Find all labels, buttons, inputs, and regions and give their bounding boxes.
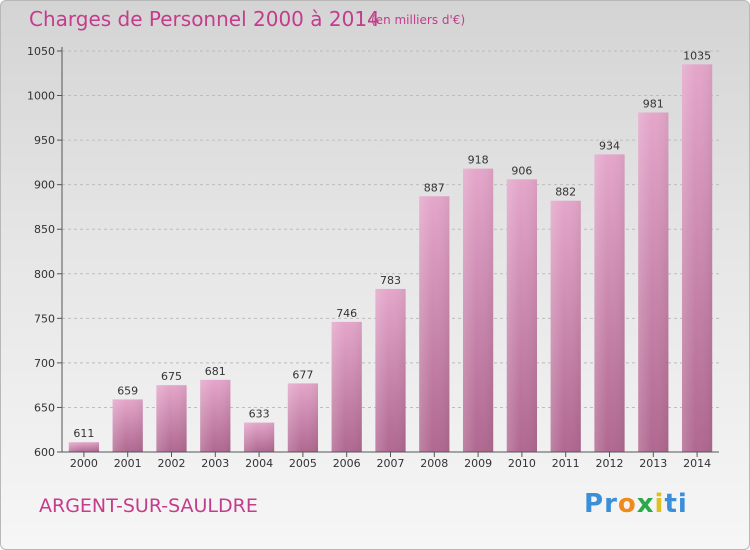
- data-label: 681: [205, 365, 226, 378]
- chart-title: Charges de Personnel 2000 à 2014: [29, 7, 380, 31]
- x-tick-label: 2013: [639, 457, 667, 470]
- logo-letter: P: [584, 489, 605, 519]
- x-tick-label: 2003: [201, 457, 229, 470]
- data-label: 746: [336, 307, 357, 320]
- data-label: 981: [643, 97, 664, 110]
- logo-letter: i: [677, 489, 688, 519]
- axes: 600 650 700 750 800 850 900 950 1000 1050 2000 2001…: [27, 45, 719, 470]
- data-label: 675: [161, 370, 182, 383]
- y-tick-label: 950: [34, 134, 55, 147]
- x-tick-label: 2009: [464, 457, 492, 470]
- data-label: 633: [249, 408, 270, 421]
- data-label: 677: [292, 368, 313, 381]
- data-label: 887: [424, 181, 445, 194]
- x-tick-label: 2007: [377, 457, 405, 470]
- y-tick-label: 650: [34, 401, 55, 414]
- x-tick-label: 2001: [114, 457, 142, 470]
- x-tick-label: 2008: [420, 457, 448, 470]
- x-tick-label: 2010: [508, 457, 536, 470]
- x-tick-label: 2005: [289, 457, 317, 470]
- data-label: 906: [511, 164, 532, 177]
- bar-shine: [506, 179, 538, 452]
- bar-shine: [462, 168, 494, 453]
- data-label: 918: [468, 154, 489, 167]
- town-name: ARGENT-SUR-SAULDRE: [39, 495, 258, 517]
- data-label: 934: [599, 139, 620, 152]
- bar-shine: [68, 442, 100, 452]
- bar-shine: [419, 196, 450, 452]
- bar-shine: [331, 321, 362, 452]
- x-tick-label: 2014: [683, 457, 711, 470]
- y-tick-label: 750: [34, 312, 55, 325]
- y-tick-label: 800: [34, 268, 55, 281]
- bar-shine: [375, 288, 406, 452]
- x-tick-label: 2004: [245, 457, 273, 470]
- bar-shine: [594, 154, 625, 452]
- proxiti-logo: Proxiti: [584, 489, 688, 519]
- x-tick-label: 2012: [596, 457, 624, 470]
- data-label: 783: [380, 274, 401, 287]
- y-tick-label: 900: [34, 179, 55, 192]
- y-tick-label: 1000: [27, 90, 55, 103]
- y-tick-label: 850: [34, 223, 55, 236]
- logo-letter: x: [636, 489, 655, 519]
- x-tick-label: 2011: [552, 457, 580, 470]
- x-tick-label: 2002: [158, 457, 186, 470]
- logo-letter: r: [604, 489, 618, 519]
- logo-letter: o: [617, 489, 637, 519]
- y-tick-label: 1050: [27, 45, 55, 58]
- bar-shine: [243, 422, 275, 452]
- x-tick-label: 2000: [70, 457, 98, 470]
- bars: [68, 64, 713, 453]
- x-tick-label: 2006: [333, 457, 361, 470]
- bar-shine: [681, 64, 713, 452]
- chart-subtitle: (en milliers d'€): [371, 13, 466, 27]
- bar-shine: [112, 399, 143, 452]
- logo-letter: i: [654, 489, 665, 519]
- data-label: 659: [117, 384, 138, 397]
- data-label: 882: [555, 186, 576, 199]
- logo-letter: t: [664, 489, 678, 519]
- bar-shine: [550, 200, 581, 452]
- y-tick-label: 700: [34, 357, 55, 370]
- y-tick-label: 600: [34, 446, 55, 459]
- data-label: 1035: [683, 49, 711, 62]
- bar-shine: [287, 383, 319, 452]
- bar-shine: [156, 385, 187, 452]
- data-labels: 611 659 675 681 633 677 746 783 887 918 906 882 934 9…: [73, 49, 711, 440]
- bar-shine: [638, 112, 669, 452]
- data-label: 611: [73, 427, 94, 440]
- bar-shine: [200, 379, 231, 452]
